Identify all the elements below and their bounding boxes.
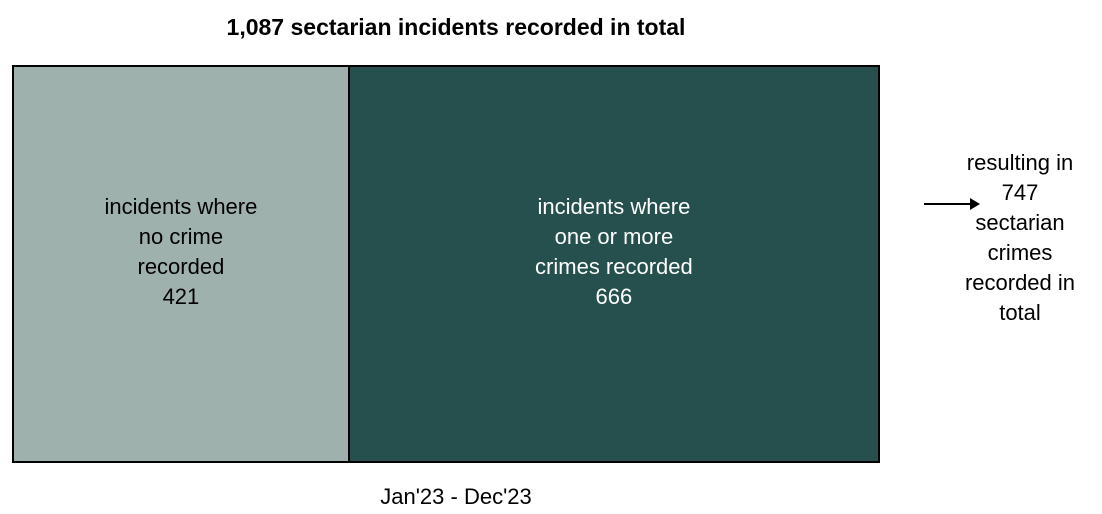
result-value: 747	[1001, 180, 1039, 205]
result-line: recorded in	[964, 270, 1076, 295]
segment-no-crime-value: 421	[162, 284, 200, 309]
segment-no-crime-label-line: recorded	[137, 254, 225, 279]
result-line: total	[999, 300, 1041, 325]
proportional-bar: incidents where no crime recorded 421 in…	[12, 65, 880, 463]
segment-crime-label-line: crimes recorded	[535, 254, 693, 279]
segment-divider	[347, 67, 350, 461]
arrow-right-icon	[924, 198, 980, 210]
segment-no-crime-label-line: no crime	[138, 224, 224, 249]
result-annotation: resulting in 747 sectarian crimes record…	[940, 148, 1100, 328]
result-line: crimes	[987, 240, 1053, 265]
segment-no-crime-label: incidents where no crime recorded 421	[104, 192, 257, 336]
segment-crime-label-line: incidents where	[537, 194, 691, 219]
result-line: resulting in	[966, 150, 1074, 175]
segment-no-crime-label-line: incidents where	[104, 194, 258, 219]
segment-no-crime: incidents where no crime recorded 421	[14, 67, 348, 461]
period-label: Jan'23 - Dec'23	[380, 484, 532, 509]
segment-crime: incidents where one or more crimes recor…	[349, 67, 878, 461]
segment-crime-label: incidents where one or more crimes recor…	[535, 192, 693, 336]
result-line: sectarian	[975, 210, 1065, 235]
chart-title: 1,087 sectarian incidents recorded in to…	[226, 14, 686, 40]
segment-crime-label-line: one or more	[554, 224, 674, 249]
segment-crime-value: 666	[595, 284, 633, 309]
